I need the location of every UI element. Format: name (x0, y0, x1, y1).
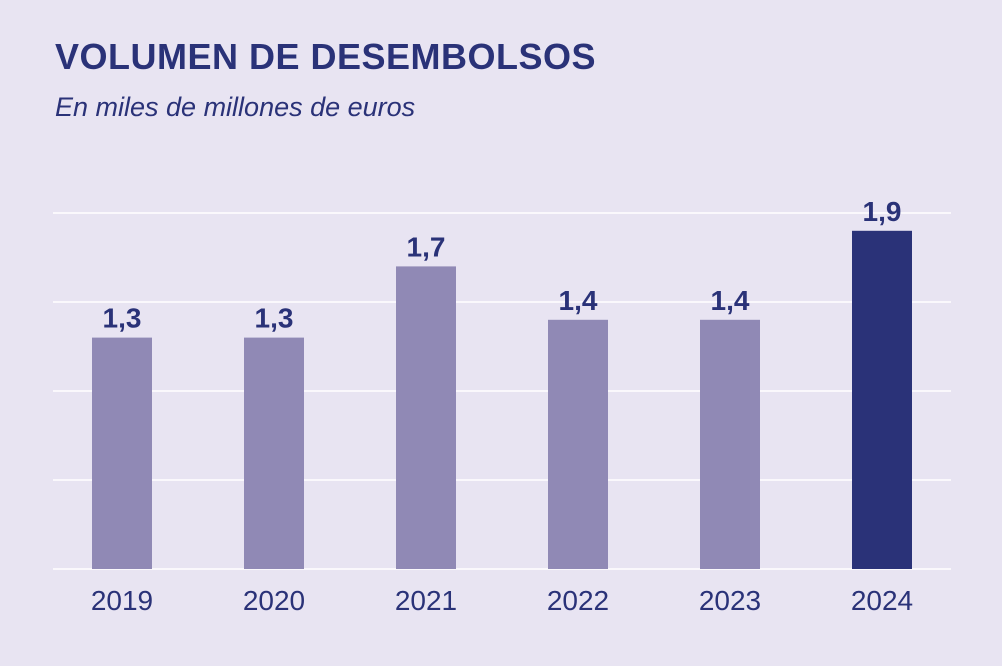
bar-2022 (548, 319, 608, 569)
bar-2020 (244, 337, 304, 569)
bar-2021 (396, 266, 456, 569)
data-label-2020: 1,3 (255, 303, 294, 334)
x-tick-label-2019: 2019 (91, 585, 153, 616)
x-tick-label-2023: 2023 (699, 585, 761, 616)
data-label-2023: 1,4 (711, 285, 750, 316)
chart-title: VOLUMEN DE DESEMBOLSOS (55, 36, 597, 77)
bar-2019 (92, 337, 152, 569)
x-tick-label-2021: 2021 (395, 585, 457, 616)
data-label-2021: 1,7 (407, 231, 446, 262)
x-tick-label-2022: 2022 (547, 585, 609, 616)
data-label-2019: 1,3 (103, 303, 142, 334)
x-tick-label-2024: 2024 (851, 585, 913, 616)
chart-subtitle: En miles de millones de euros (55, 92, 416, 122)
data-label-2022: 1,4 (559, 285, 598, 316)
x-tick-label-2020: 2020 (243, 585, 305, 616)
bar-2023 (700, 319, 760, 569)
data-label-2024: 1,9 (863, 196, 902, 227)
bar-2024 (852, 230, 912, 570)
